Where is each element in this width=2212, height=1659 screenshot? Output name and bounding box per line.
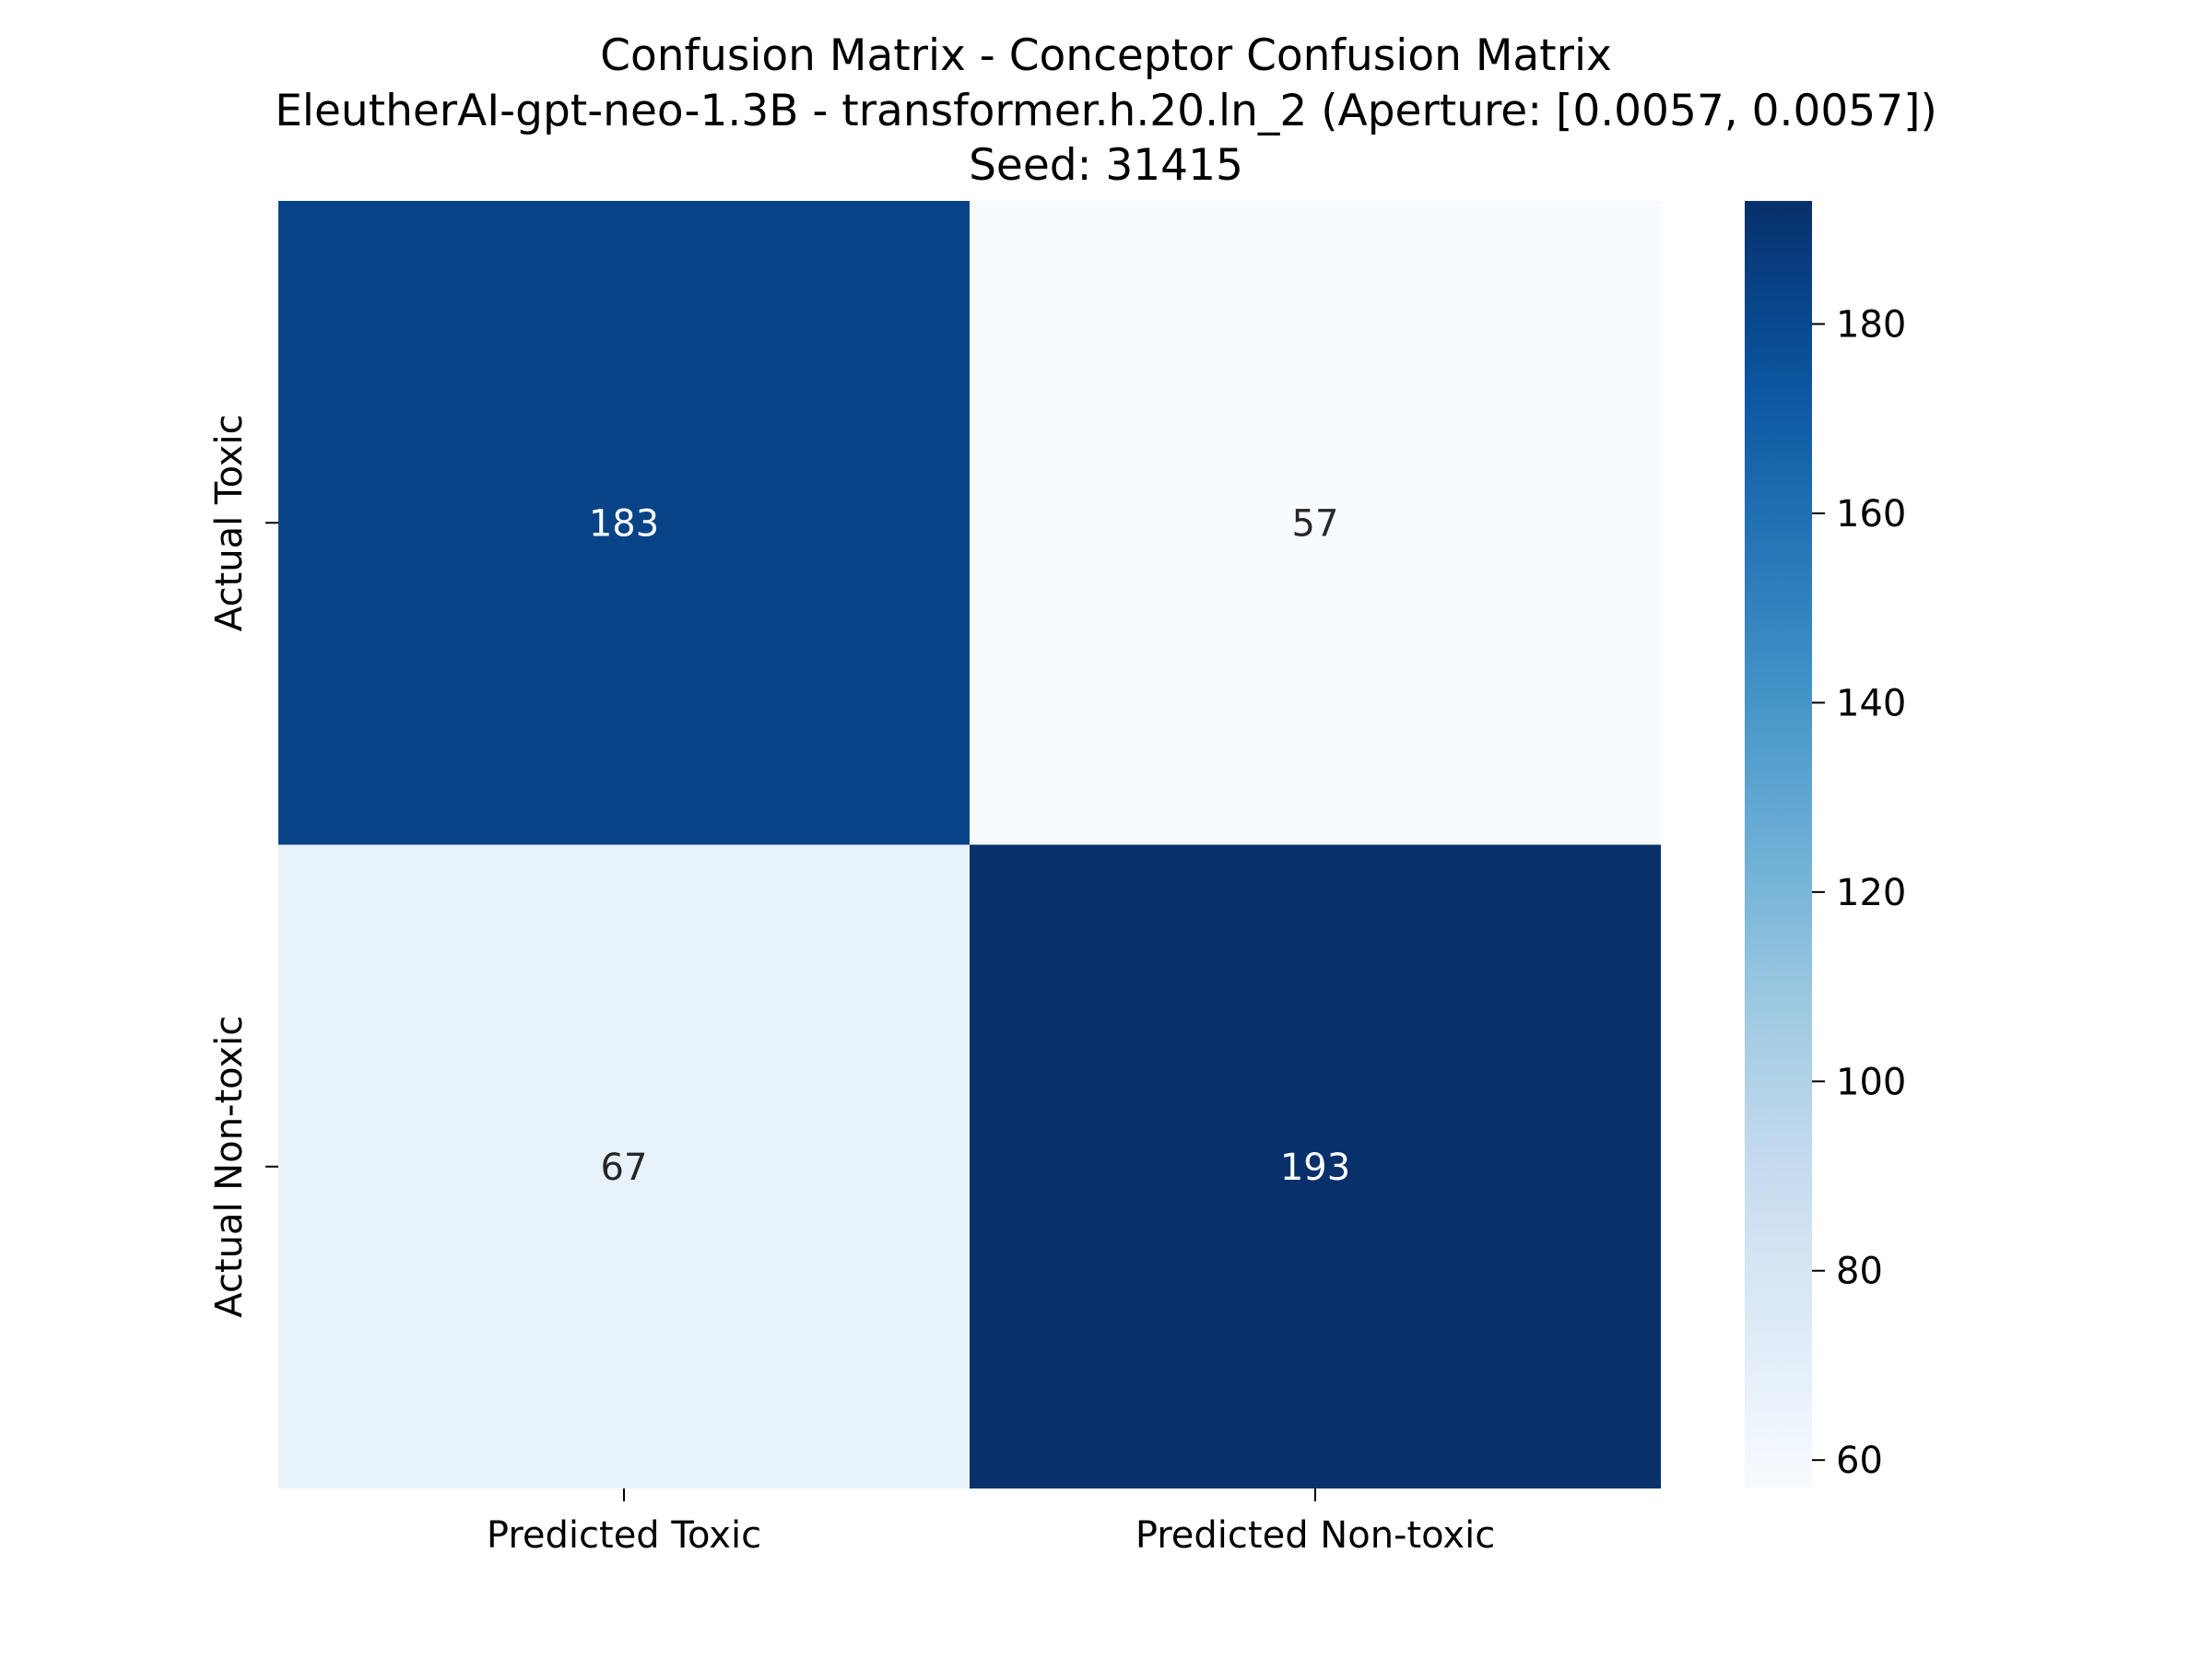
y-tick-label: Actual Toxic [208,414,251,631]
colorbar: 60 80 100 120 140 160 180 [1745,201,1906,1488]
colorbar-gradient [1745,201,1812,1488]
chart-title: Confusion Matrix - Conceptor Confusion M… [275,30,1937,191]
title-line-1: Confusion Matrix - Conceptor Confusion M… [600,30,1612,81]
x-tick-label: Predicted Non-toxic [1135,1514,1495,1557]
colorbar-tick-label: 180 [1836,304,1906,347]
axis-ticks: Predicted Toxic Predicted Non-toxic Actual… [208,414,1495,1557]
colorbar-tick-label: 60 [1836,1440,1883,1482]
colorbar-tick-label: 160 [1836,493,1906,535]
y-tick-label: Actual Non-toxic [208,1016,251,1318]
cell-value-label: 57 [1292,502,1339,545]
colorbar-tick-label: 120 [1836,872,1906,914]
heatmap-cell [970,844,1661,1488]
heatmap-cell [970,201,1661,845]
colorbar-tick-label: 140 [1836,682,1906,724]
heatmap-cell [278,201,970,845]
cell-value-label: 67 [601,1147,648,1189]
x-tick-label: Predicted Toxic [487,1514,761,1557]
heatmap-cell [278,844,970,1488]
heatmap-cells: 183 57 67 193 [278,201,1661,1488]
cell-value-label: 193 [1280,1147,1350,1189]
colorbar-tick-label: 100 [1836,1061,1906,1103]
title-line-3: Seed: 31415 [969,140,1243,191]
title-line-2: EleutherAI-gpt-neo-1.3B - transformer.h.… [275,86,1937,136]
colorbar-tick-label: 80 [1836,1251,1883,1293]
cell-value-label: 183 [589,502,659,545]
